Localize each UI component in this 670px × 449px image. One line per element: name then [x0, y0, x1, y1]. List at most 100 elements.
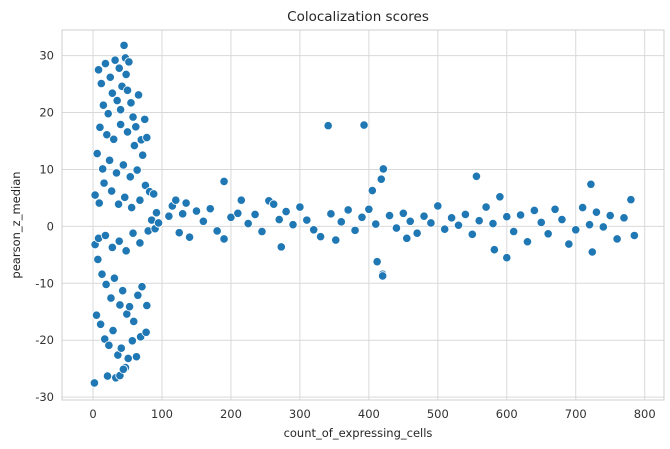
data-point [372, 257, 382, 267]
data-point [295, 202, 305, 212]
data-point [131, 352, 142, 362]
data-point [131, 122, 141, 132]
data-point [276, 242, 286, 252]
data-point [93, 65, 104, 75]
data-point [116, 119, 126, 130]
data-point [364, 204, 374, 214]
chart-title: Colocalization scores [287, 9, 429, 25]
data-point [384, 210, 395, 221]
data-point [460, 209, 470, 220]
data-point [433, 201, 443, 211]
data-point [98, 164, 108, 174]
y-tick-label: 20 [39, 106, 54, 120]
y-tick-label: -10 [35, 276, 54, 290]
data-point [92, 148, 102, 159]
data-point [102, 371, 113, 381]
data-point [124, 57, 134, 67]
data-point [219, 234, 229, 244]
data-point [121, 246, 131, 256]
data-point [598, 222, 608, 232]
data-point [564, 239, 574, 249]
data-point [111, 168, 122, 178]
data-point [391, 223, 402, 233]
data-point [171, 195, 181, 205]
data-point [447, 213, 457, 223]
data-point [100, 334, 110, 344]
data-point [550, 204, 560, 214]
data-point [127, 203, 137, 213]
data-point [135, 195, 145, 205]
data-point [116, 105, 126, 115]
data-point [426, 218, 436, 228]
y-tick-label: -20 [35, 333, 54, 347]
data-point [371, 219, 381, 229]
data-point [110, 55, 120, 65]
data-point [471, 171, 482, 181]
data-point [612, 234, 622, 244]
data-point [103, 109, 113, 119]
data-point [536, 217, 546, 227]
data-point [405, 216, 415, 226]
data-point [100, 230, 111, 241]
data-point [257, 226, 267, 237]
x-tick-label: 700 [565, 407, 587, 421]
data-point [151, 208, 162, 218]
data-point [109, 273, 120, 283]
data-point [140, 114, 150, 124]
data-point [113, 199, 124, 209]
data-point [96, 319, 106, 329]
data-point [359, 120, 369, 130]
data-point [142, 300, 152, 311]
x-tick-label: 600 [496, 407, 518, 421]
data-point [336, 217, 346, 227]
data-point [102, 130, 112, 140]
data-point [309, 225, 319, 235]
data-point [302, 215, 312, 225]
data-point [107, 186, 117, 196]
y-tick-label: 30 [39, 49, 54, 63]
data-point [108, 325, 118, 336]
data-point [129, 140, 140, 151]
data-point [93, 254, 103, 264]
data-point [132, 165, 142, 175]
data-point [94, 198, 104, 208]
data-point [288, 220, 298, 230]
data-point [233, 208, 243, 218]
data-point [619, 213, 629, 223]
data-point [398, 208, 408, 218]
data-point [591, 207, 602, 217]
x-tick-labels: 0 100 200 300 400 500 600 700 800 [89, 407, 655, 421]
data-point [467, 229, 477, 239]
data-point [142, 132, 152, 143]
data-point [367, 185, 377, 196]
data-point [98, 100, 108, 110]
data-point [571, 225, 581, 235]
data-point [412, 228, 422, 238]
data-point [212, 226, 222, 236]
y-gridlines [62, 55, 664, 398]
data-point [584, 220, 595, 230]
data-point [376, 174, 386, 184]
data-point [127, 336, 137, 346]
data-point [440, 224, 450, 234]
data-point [453, 220, 464, 230]
data-point [95, 122, 105, 132]
data-point [495, 192, 505, 202]
data-point [101, 279, 111, 290]
data-point [116, 343, 126, 353]
data-point [586, 179, 596, 189]
data-point [123, 353, 133, 364]
y-tick-label: 10 [39, 162, 54, 176]
data-point [104, 155, 115, 165]
data-point [105, 72, 115, 82]
data-point [502, 253, 512, 263]
data-point [402, 233, 412, 243]
data-point [141, 327, 151, 337]
data-point [274, 214, 284, 225]
data-point [219, 176, 229, 187]
data-point [509, 226, 519, 237]
data-point [205, 204, 215, 214]
data-point [626, 195, 636, 205]
y-tick-label: -30 [35, 390, 54, 404]
data-point [378, 271, 388, 281]
